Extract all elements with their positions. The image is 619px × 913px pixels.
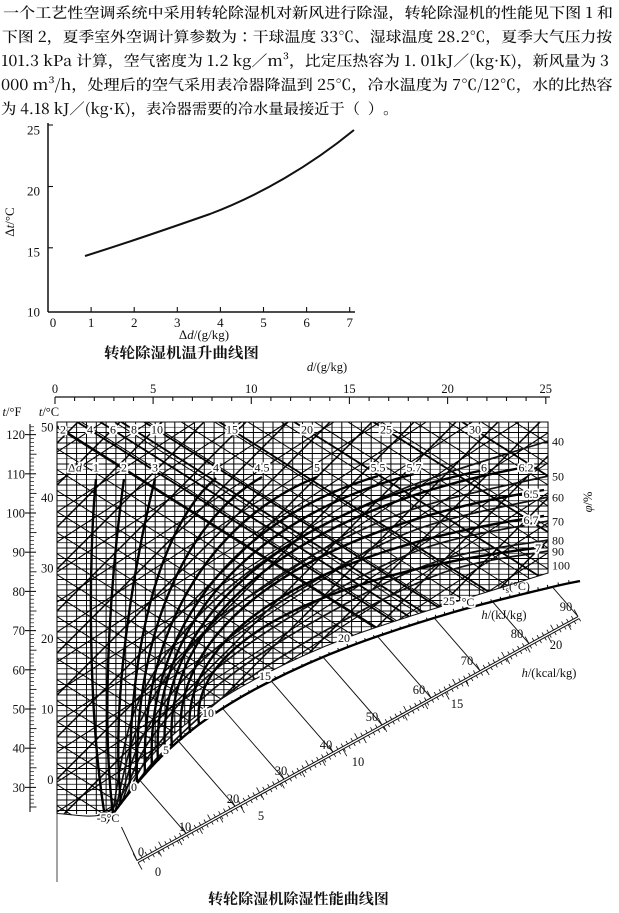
svg-text:10: 10 <box>151 423 163 437</box>
svg-text:5: 5 <box>258 809 264 823</box>
svg-text:10: 10 <box>245 382 258 396</box>
svg-text:5: 5 <box>163 743 169 757</box>
svg-text:25: 25 <box>540 382 553 396</box>
svg-text:7: 7 <box>535 541 541 555</box>
svg-text:90: 90 <box>13 546 26 560</box>
svg-text:50: 50 <box>552 470 564 484</box>
svg-text:10: 10 <box>202 706 214 720</box>
svg-text:15: 15 <box>451 697 464 711</box>
svg-text:60: 60 <box>552 491 564 505</box>
svg-text:5.5: 5.5 <box>371 461 386 475</box>
svg-text:2: 2 <box>131 315 138 330</box>
svg-text:1: 1 <box>88 315 95 330</box>
svg-text:70: 70 <box>461 654 474 668</box>
svg-text:6: 6 <box>481 461 487 475</box>
svg-text:6.5: 6.5 <box>524 487 539 501</box>
svg-text:15: 15 <box>259 669 271 683</box>
svg-text:°C: °C <box>462 595 475 609</box>
svg-text:t/°C: t/°C <box>39 405 59 419</box>
svg-text:5.7: 5.7 <box>407 461 422 475</box>
svg-text:30: 30 <box>469 423 481 437</box>
svg-text:5: 5 <box>260 315 267 330</box>
svg-text:0: 0 <box>47 773 53 787</box>
svg-text:50: 50 <box>41 421 54 435</box>
svg-text:90: 90 <box>552 545 564 559</box>
svg-text:4: 4 <box>213 461 219 475</box>
svg-text:φ/%: φ/% <box>581 492 595 513</box>
svg-text:0: 0 <box>138 845 144 859</box>
svg-text:25: 25 <box>27 123 40 138</box>
svg-text:25: 25 <box>380 423 392 437</box>
svg-text:40: 40 <box>41 491 54 505</box>
svg-text:70: 70 <box>13 624 26 638</box>
svg-text:15: 15 <box>343 382 356 396</box>
svg-text:3: 3 <box>152 461 158 475</box>
svg-text:100: 100 <box>6 507 25 521</box>
svg-text:Δd: Δd <box>68 461 83 475</box>
svg-text:ts(°C): ts(°C) <box>502 579 530 595</box>
svg-text:Δt/°C: Δt/°C <box>2 207 17 236</box>
svg-text:50: 50 <box>13 703 26 717</box>
svg-text:70: 70 <box>552 515 564 529</box>
svg-text:100: 100 <box>552 559 570 573</box>
svg-text:6.2: 6.2 <box>519 461 534 475</box>
svg-text:0: 0 <box>155 865 161 879</box>
svg-text:110: 110 <box>7 467 25 481</box>
svg-text:50: 50 <box>366 710 379 724</box>
svg-text:20: 20 <box>227 792 240 806</box>
svg-text:20: 20 <box>301 423 313 437</box>
svg-text:0: 0 <box>50 315 57 330</box>
svg-text:t/°F: t/°F <box>3 405 22 419</box>
svg-text:15: 15 <box>27 245 40 260</box>
svg-text:20: 20 <box>338 631 350 645</box>
svg-text:6: 6 <box>110 423 116 437</box>
svg-text:60: 60 <box>13 663 26 677</box>
svg-text:30: 30 <box>275 764 288 778</box>
svg-text:60: 60 <box>413 683 426 697</box>
svg-text:1: 1 <box>93 461 99 475</box>
svg-text:20: 20 <box>550 638 563 652</box>
svg-text:Δd/(g/kg): Δd/(g/kg) <box>179 327 229 342</box>
svg-text:15: 15 <box>226 423 238 437</box>
svg-text:4: 4 <box>87 423 93 437</box>
svg-text:10: 10 <box>352 755 365 769</box>
svg-text:20: 20 <box>41 632 54 646</box>
svg-text:25: 25 <box>443 594 455 608</box>
svg-text:6: 6 <box>303 315 310 330</box>
svg-text:5: 5 <box>314 461 320 475</box>
svg-text:-5°C: -5°C <box>97 811 120 825</box>
svg-text:40: 40 <box>13 742 26 756</box>
svg-text:10: 10 <box>27 305 40 320</box>
svg-text:10: 10 <box>41 703 54 717</box>
svg-text:0: 0 <box>131 780 137 794</box>
svg-text:h/(kcal/kg): h/(kcal/kg) <box>522 666 577 680</box>
svg-text:30: 30 <box>13 781 26 795</box>
svg-text:80: 80 <box>511 627 524 641</box>
svg-text:4.5: 4.5 <box>255 461 270 475</box>
svg-text:2: 2 <box>60 423 66 437</box>
svg-text:8: 8 <box>131 423 137 437</box>
svg-text:4: 4 <box>217 315 224 330</box>
svg-text:10: 10 <box>179 820 192 834</box>
svg-text:d/(g/kg): d/(g/kg) <box>307 360 347 374</box>
svg-text:0: 0 <box>52 382 58 396</box>
svg-text:2: 2 <box>121 461 127 475</box>
svg-text:80: 80 <box>552 534 564 548</box>
svg-text:20: 20 <box>27 184 40 199</box>
svg-text:80: 80 <box>13 585 26 599</box>
svg-text:5: 5 <box>150 382 156 396</box>
svg-text:40: 40 <box>320 738 333 752</box>
svg-text:40: 40 <box>552 435 564 449</box>
svg-text:6.7: 6.7 <box>524 513 539 527</box>
svg-text:30: 30 <box>41 562 54 576</box>
svg-text:90: 90 <box>560 600 573 614</box>
svg-text:7: 7 <box>346 315 353 330</box>
svg-text:120: 120 <box>6 428 25 442</box>
svg-text:3: 3 <box>174 315 181 330</box>
svg-text:20: 20 <box>441 382 454 396</box>
